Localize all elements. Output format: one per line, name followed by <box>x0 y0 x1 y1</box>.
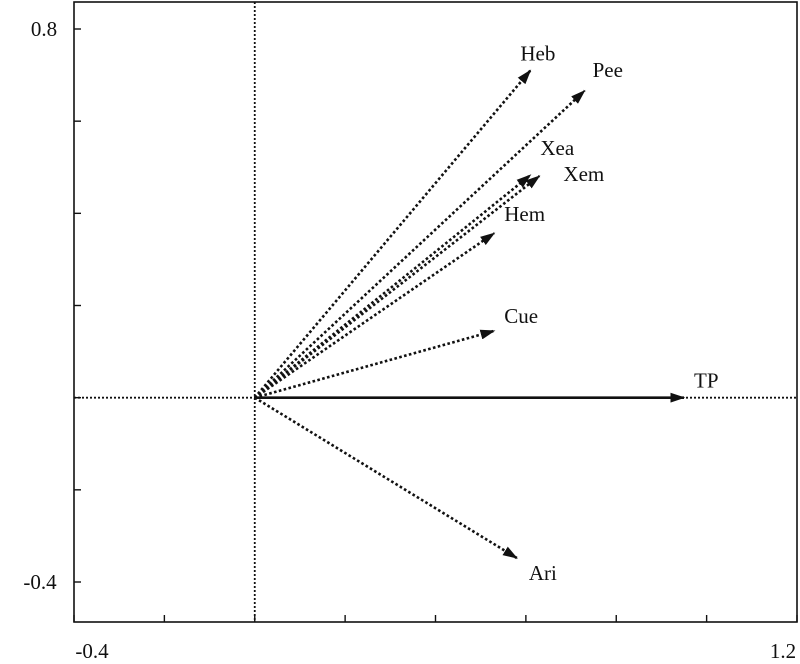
vector-xem <box>253 174 541 399</box>
vector-label-hem: Hem <box>504 202 545 226</box>
y-tick-label-bottom: -0.4 <box>23 570 57 594</box>
vector-ari <box>254 396 518 560</box>
vector-label-tp: TP <box>694 369 719 393</box>
vector-pee <box>253 89 586 399</box>
axes-layer: 0.8 -0.4 -0.4 1.2 <box>23 1 798 663</box>
vector-label-pee: Pee <box>593 58 623 82</box>
x-tick-label-right: 1.2 <box>770 639 796 663</box>
vector-heb <box>253 69 532 399</box>
vector-cue <box>254 329 496 399</box>
vector-label-heb: Heb <box>520 41 555 65</box>
vector-label-xea: Xea <box>540 136 574 160</box>
vector-xea <box>253 174 532 399</box>
vectors-layer <box>253 69 686 560</box>
y-tick-label-top: 0.8 <box>31 17 57 41</box>
vector-hem <box>254 232 496 399</box>
vector-label-cue: Cue <box>504 304 538 328</box>
plot-frame <box>73 1 798 623</box>
x-tick-label-left: -0.4 <box>75 639 109 663</box>
vector-label-xem: Xem <box>563 162 604 186</box>
vector-label-ari: Ari <box>529 561 557 585</box>
